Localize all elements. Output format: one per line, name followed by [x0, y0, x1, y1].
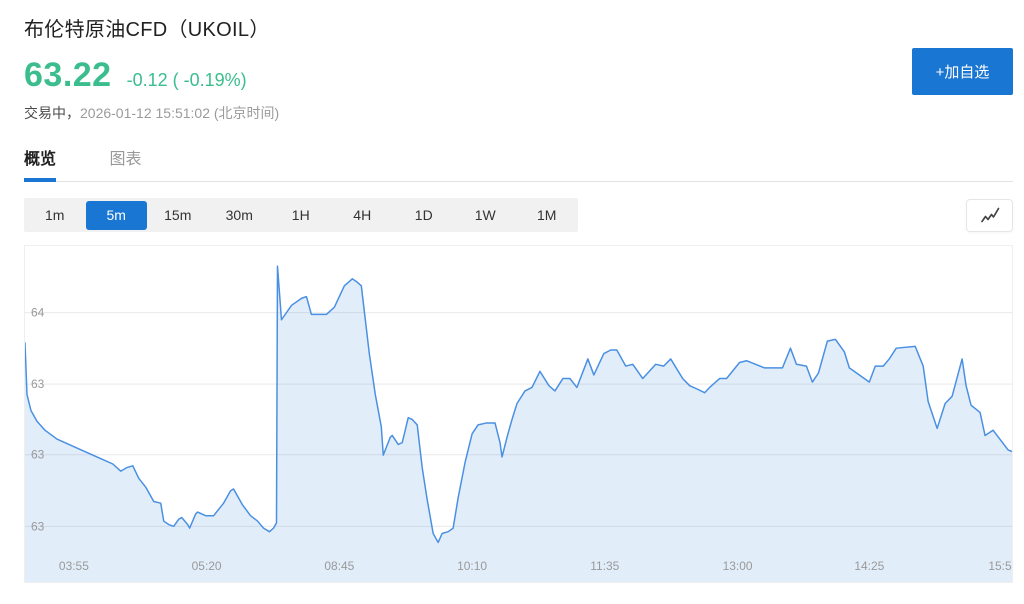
timeframe-1mo[interactable]: 1M: [516, 198, 578, 232]
tab-overview[interactable]: 概览: [24, 145, 57, 182]
price-row: 63.22 -0.12 ( -0.19%): [24, 56, 1013, 95]
page-title: 布伦特原油CFD（UKOIL）: [24, 19, 270, 41]
svg-text:13:00: 13:00: [723, 559, 753, 573]
svg-text:14:25: 14:25: [854, 559, 884, 573]
svg-text:63: 63: [31, 448, 45, 462]
chart-type-button[interactable]: [966, 198, 1013, 232]
price-chart-svg: 64 63 63 63 03:55 05:20 08:45 10:10 11:35 13:00 14…: [25, 265, 1012, 582]
last-price: 63.22: [24, 56, 112, 94]
tab-bar: 概览 图表: [24, 145, 1013, 182]
timeframe-bar: 1m 5m 15m 30m 1H 4H 1D 1W 1M: [24, 198, 578, 232]
svg-text:10:10: 10:10: [457, 559, 487, 573]
timeframe-1h[interactable]: 1H: [270, 198, 332, 232]
timeframe-15m[interactable]: 15m: [147, 198, 209, 232]
price-chart[interactable]: 64 63 63 63 03:55 05:20 08:45 10:10 11:35 13:00 14…: [24, 245, 1013, 583]
svg-text:15:5: 15:5: [988, 559, 1012, 573]
svg-text:08:45: 08:45: [324, 559, 354, 573]
trading-status: 交易中，: [24, 105, 80, 121]
timeframe-5m[interactable]: 5m: [85, 200, 147, 230]
timeframe-1m[interactable]: 1m: [24, 198, 86, 232]
add-watchlist-button[interactable]: +加自选: [912, 48, 1013, 95]
timeframe-4h[interactable]: 4H: [332, 198, 394, 232]
timeframe-1d[interactable]: 1D: [393, 198, 455, 232]
trend-line-icon: [980, 207, 999, 223]
status-row: 交易中，2026-01-12 15:51:02 (北京时间): [24, 104, 1013, 122]
svg-text:63: 63: [31, 519, 45, 533]
chart-toolbar: 1m 5m 15m 30m 1H 4H 1D 1W 1M: [24, 198, 1013, 232]
quote-page: 布伦特原油CFD（UKOIL） +加自选 63.22 -0.12 ( -0.19…: [24, 0, 1013, 583]
tab-chart[interactable]: 图表: [109, 151, 142, 168]
timeframe-1w[interactable]: 1W: [455, 198, 517, 232]
svg-text:63: 63: [31, 377, 45, 391]
svg-text:11:35: 11:35: [590, 559, 619, 573]
quote-timestamp: 2026-01-12 15:51:02 (北京时间): [80, 105, 280, 121]
svg-text:64: 64: [31, 306, 45, 320]
svg-text:03:55: 03:55: [59, 559, 89, 573]
timeframe-30m[interactable]: 30m: [209, 198, 271, 232]
svg-text:05:20: 05:20: [192, 559, 222, 573]
price-change: -0.12 ( -0.19%): [126, 70, 247, 90]
